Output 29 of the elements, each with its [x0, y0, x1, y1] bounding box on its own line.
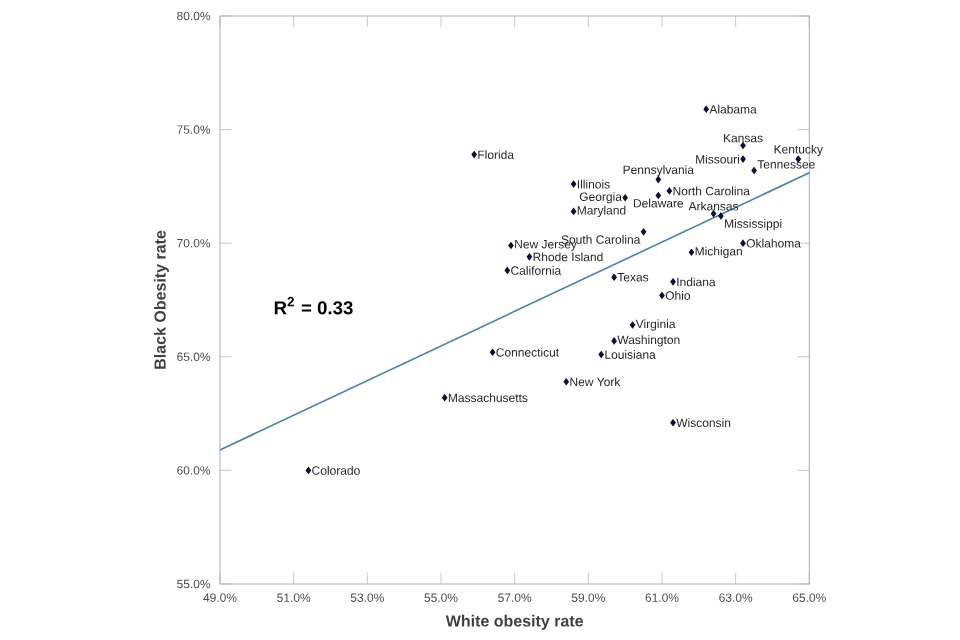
point: [670, 419, 676, 427]
point: [489, 348, 496, 356]
point: [611, 337, 617, 345]
point: [305, 466, 312, 474]
point: [670, 278, 676, 286]
point: [570, 207, 577, 215]
point: [471, 151, 477, 159]
point: [508, 241, 514, 249]
point: [666, 187, 673, 195]
point: [563, 378, 569, 386]
point: [740, 239, 746, 247]
point: [751, 167, 757, 174]
x-axis-title: White obesity rate: [445, 614, 584, 630]
point: [441, 394, 448, 402]
point: [629, 321, 636, 329]
y-axis-title: Black Obesity rate: [153, 230, 169, 369]
annotation: R$^{2}$ = 0.33: [274, 296, 353, 315]
point: [622, 194, 628, 202]
point: [703, 105, 709, 113]
point: [688, 248, 695, 256]
point: [659, 291, 665, 299]
point: [526, 253, 533, 261]
point: [718, 212, 724, 220]
point: [598, 351, 604, 358]
point: [504, 266, 511, 274]
point: [640, 228, 647, 236]
point: [611, 273, 617, 281]
point: [740, 155, 746, 163]
point: [570, 180, 577, 188]
